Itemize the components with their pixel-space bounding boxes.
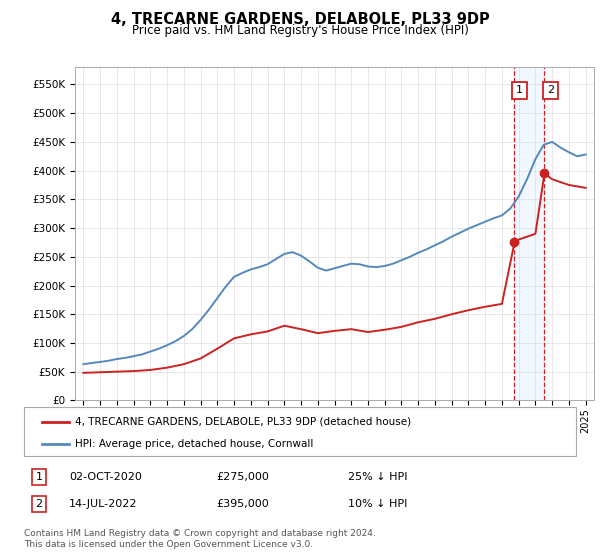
- Text: 10% ↓ HPI: 10% ↓ HPI: [348, 499, 407, 509]
- Text: 4, TRECARNE GARDENS, DELABOLE, PL33 9DP (detached house): 4, TRECARNE GARDENS, DELABOLE, PL33 9DP …: [75, 417, 411, 427]
- Text: HPI: Average price, detached house, Cornwall: HPI: Average price, detached house, Corn…: [75, 439, 313, 449]
- Text: 2: 2: [35, 499, 43, 509]
- Text: Price paid vs. HM Land Registry's House Price Index (HPI): Price paid vs. HM Land Registry's House …: [131, 24, 469, 37]
- Text: 2: 2: [547, 85, 554, 95]
- Text: 4, TRECARNE GARDENS, DELABOLE, PL33 9DP: 4, TRECARNE GARDENS, DELABOLE, PL33 9DP: [110, 12, 490, 27]
- Text: 14-JUL-2022: 14-JUL-2022: [69, 499, 137, 509]
- Text: 1: 1: [516, 85, 523, 95]
- Text: 02-OCT-2020: 02-OCT-2020: [69, 472, 142, 482]
- Text: £275,000: £275,000: [216, 472, 269, 482]
- Text: 25% ↓ HPI: 25% ↓ HPI: [348, 472, 407, 482]
- Text: £395,000: £395,000: [216, 499, 269, 509]
- Text: 1: 1: [35, 472, 43, 482]
- Bar: [514, 67, 544, 400]
- Text: Contains HM Land Registry data © Crown copyright and database right 2024.
This d: Contains HM Land Registry data © Crown c…: [24, 529, 376, 549]
